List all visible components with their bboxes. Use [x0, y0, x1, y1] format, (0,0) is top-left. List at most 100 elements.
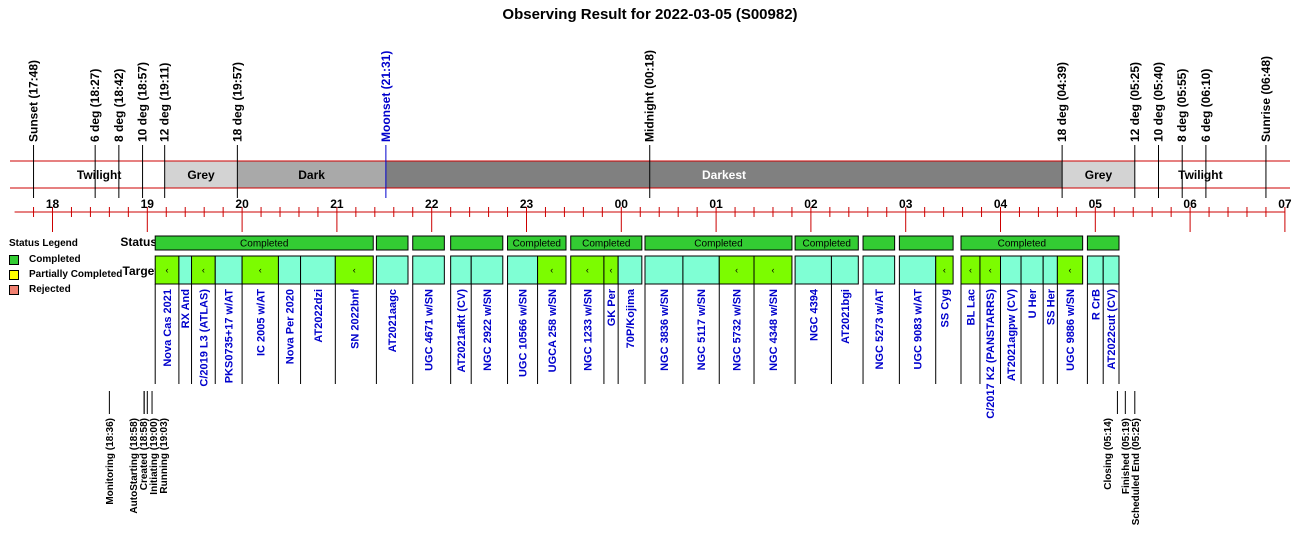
target-name-label: GK Per	[606, 288, 618, 326]
status-block-label: Completed	[998, 239, 1046, 250]
hour-tick-label: 06	[1183, 197, 1197, 211]
hour-tick-label: 22	[425, 197, 439, 211]
twilight-event-label: 12 deg (05:25)	[1128, 62, 1142, 142]
targets-row-label: Targets	[123, 264, 166, 278]
target-block	[753, 255, 793, 285]
status-block	[898, 235, 954, 251]
status-block	[794, 235, 859, 251]
target-name-label: Nova Cas 2021	[162, 289, 174, 367]
target-name-label: AT2022dzi	[313, 289, 325, 343]
sky-phase-band	[164, 161, 238, 188]
system-event-label: Initiating (19:00)	[149, 418, 160, 495]
target-flag-mark: ‹	[610, 265, 613, 275]
target-flag-mark: ‹	[1069, 265, 1072, 275]
target-block	[830, 255, 859, 285]
target-flag-mark: ‹	[550, 265, 553, 275]
system-event-label: Finished (05:19)	[1121, 418, 1132, 494]
target-flag-mark: ‹	[166, 265, 169, 275]
status-block	[507, 235, 567, 251]
twilight-event-label: 6 deg (18:27)	[88, 69, 102, 142]
target-name-label: SS Cyg	[939, 289, 951, 328]
target-block	[1042, 255, 1058, 285]
target-block	[1056, 255, 1084, 285]
twilight-event-label: 18 deg (04:39)	[1055, 62, 1069, 142]
target-name-label: Nova Per 2020	[285, 289, 297, 364]
target-name-label: RX And	[180, 289, 192, 328]
status-block-label: Completed	[513, 239, 561, 250]
status-block-label: Completed	[240, 239, 288, 250]
target-name-label: NGC 4348 w/SN	[768, 289, 780, 371]
status-block	[644, 235, 793, 251]
target-name-label: AT2021agpw (CV)	[1006, 289, 1018, 381]
target-flag-mark: ‹	[989, 265, 992, 275]
legend-label-completed: Completed	[29, 254, 81, 265]
twilight-event-label: Sunset (17:48)	[27, 60, 41, 142]
status-row-label: Status	[120, 235, 157, 249]
twilight-event-label: 8 deg (18:42)	[112, 69, 126, 142]
system-event-label: Closing (05:14)	[1103, 418, 1114, 490]
legend-item-completed: Completed	[9, 252, 122, 267]
status-block	[960, 235, 1084, 251]
hour-tick-label: 18	[46, 197, 60, 211]
target-block	[375, 255, 409, 285]
target-block	[1102, 255, 1120, 285]
target-block	[682, 255, 720, 285]
twilight-event-label: Midnight (00:18)	[643, 50, 657, 142]
target-block	[537, 255, 567, 285]
target-name-label: AT2021aagc	[387, 289, 399, 352]
legend-label-partially-completed: Partially Completed	[29, 269, 123, 280]
target-block	[450, 255, 472, 285]
hour-tick-label: 00	[615, 197, 629, 211]
sky-phase-band	[237, 161, 386, 188]
system-event-label: Scheduled End (05:25)	[1131, 418, 1142, 525]
target-name-label: U Her	[1027, 288, 1039, 318]
target-name-label: AT2022cut (CV)	[1106, 289, 1118, 370]
target-name-label: IC 2005 w/AT	[255, 289, 267, 356]
target-name-label: NGC 1233 w/SN	[582, 289, 594, 371]
system-event-label: Monitoring (18:36)	[105, 418, 116, 505]
target-block	[898, 255, 937, 285]
status-legend-title: Status Legend	[9, 238, 78, 249]
sky-phase-label: Darkest	[702, 168, 746, 182]
chart-title: Observing Result for 2022-03-05 (S00982)	[502, 6, 798, 23]
target-name-label: NGC 2922 w/SN	[482, 289, 494, 371]
target-block	[178, 255, 193, 285]
legend-label-rejected: Rejected	[29, 284, 71, 295]
target-block	[935, 255, 954, 285]
target-name-label: UGCA 258 w/SN	[547, 289, 559, 372]
status-block	[1086, 235, 1120, 251]
sky-phase-label: Grey	[1085, 168, 1113, 182]
target-block	[644, 255, 684, 285]
sky-phase-label: Twilight	[1178, 168, 1222, 182]
target-block	[1000, 255, 1022, 285]
target-name-label: SN 2022bnf	[349, 289, 361, 349]
target-block	[334, 255, 374, 285]
target-name-label: UGC 10566 w/SN	[518, 289, 530, 377]
system-event-label: Created (18:58)	[139, 418, 150, 490]
sky-phase-band	[385, 161, 1063, 188]
twilight-event-label: 18 deg (19:57)	[230, 62, 244, 142]
legend-item-partially-completed: Partially Completed	[9, 267, 122, 282]
status-block-label: Completed	[582, 239, 630, 250]
target-name-label: UGC 4671 w/SN	[424, 289, 436, 371]
target-name-label: PKS0735+17 w/AT	[224, 289, 236, 384]
target-flag-mark: ‹	[969, 265, 972, 275]
target-flag-mark: ‹	[259, 265, 262, 275]
target-block	[862, 255, 896, 285]
target-name-label: R CrB	[1090, 289, 1102, 320]
sky-phase-label: Twilight	[77, 168, 121, 182]
sky-phase-band	[1062, 161, 1135, 188]
status-block	[450, 235, 504, 251]
target-block	[1020, 255, 1044, 285]
target-block	[412, 255, 445, 285]
status-legend: Status Legend Completed Partially Comple…	[9, 238, 122, 297]
target-name-label: NGC 5117 w/SN	[696, 289, 708, 370]
target-name-label: UGC 9886 w/SN	[1065, 289, 1077, 371]
target-name-label: AT2021bgi	[840, 289, 852, 344]
target-name-label: NGC 4394	[808, 288, 820, 341]
twilight-event-label: Sunrise (06:48)	[1259, 56, 1273, 142]
status-block	[412, 235, 445, 251]
target-name-label: NGC 3836 w/SN	[659, 289, 671, 371]
sky-phase-label: Dark	[298, 168, 325, 182]
twilight-event-label: Moonset (21:31)	[379, 51, 393, 142]
